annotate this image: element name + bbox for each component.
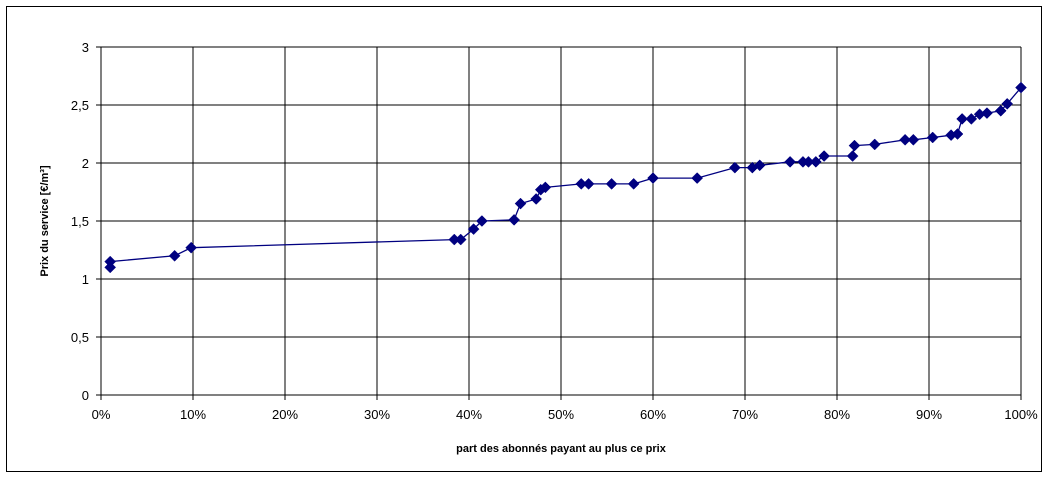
data-point-marker — [729, 161, 741, 174]
data-point-marker — [104, 255, 117, 268]
x-tick-label: 50% — [548, 407, 574, 422]
data-point-marker — [899, 133, 911, 146]
data-point-marker — [539, 181, 552, 194]
x-tick-label: 100% — [1004, 407, 1038, 422]
data-point-marker — [454, 233, 467, 246]
x-tick-label: 80% — [824, 407, 850, 422]
axes — [96, 46, 1022, 400]
data-point-marker — [965, 113, 978, 125]
data-markers — [104, 81, 1027, 274]
data-point-marker — [1015, 81, 1027, 94]
x-axis-title: part des abonnés payant au plus ce prix — [456, 443, 667, 455]
x-tick-label: 30% — [364, 407, 390, 422]
data-point-marker — [753, 159, 766, 172]
y-tick-label: 2 — [82, 156, 89, 171]
data-point-marker — [956, 113, 968, 125]
data-point-marker — [868, 138, 881, 151]
data-point-marker — [818, 150, 830, 162]
data-point-marker — [168, 249, 181, 262]
x-tick-labels: 0% 10% 20% 30% 40% 50% 60% 70% 80% 90% 100% — [92, 407, 1038, 422]
gridlines — [100, 46, 1022, 396]
y-tick-label: 0 — [82, 388, 89, 403]
data-point-marker — [907, 133, 920, 146]
y-tick-label: 2,5 — [71, 98, 89, 113]
data-point-marker — [514, 197, 527, 210]
x-tick-label: 10% — [180, 407, 206, 422]
y-tick-labels: 0 0,5 1 1,5 2 2,5 3 — [71, 40, 89, 403]
data-point-marker — [926, 131, 939, 144]
data-point-marker — [508, 213, 520, 226]
data-point-marker — [951, 128, 964, 140]
y-tick-label: 3 — [82, 40, 89, 55]
data-point-marker — [530, 193, 543, 205]
x-tick-label: 60% — [640, 407, 666, 422]
data-point-marker — [647, 172, 659, 184]
x-tick-label: 70% — [732, 407, 758, 422]
data-point-marker — [582, 178, 595, 190]
y-tick-label: 1 — [82, 272, 89, 287]
x-tick-label: 0% — [92, 407, 111, 422]
data-point-marker — [605, 178, 618, 190]
x-tick-label: 20% — [272, 407, 298, 422]
y-axis-title: Prix du service [€/m³] — [39, 165, 51, 277]
x-tick-label: 40% — [456, 407, 482, 422]
x-tick-label: 90% — [916, 407, 942, 422]
data-point-marker — [185, 241, 198, 254]
data-point-marker — [848, 139, 861, 152]
data-point-marker — [467, 223, 480, 235]
data-point-marker — [809, 155, 822, 168]
data-point-marker — [846, 150, 859, 162]
data-point-marker — [784, 155, 796, 168]
data-point-marker — [1001, 97, 1014, 110]
data-point-marker — [627, 178, 640, 190]
y-tick-label: 1,5 — [71, 214, 89, 229]
data-point-marker — [691, 172, 704, 184]
data-point-marker — [994, 104, 1007, 117]
data-point-marker — [981, 107, 993, 119]
y-tick-label: 0,5 — [71, 330, 89, 345]
data-point-marker — [476, 215, 488, 227]
